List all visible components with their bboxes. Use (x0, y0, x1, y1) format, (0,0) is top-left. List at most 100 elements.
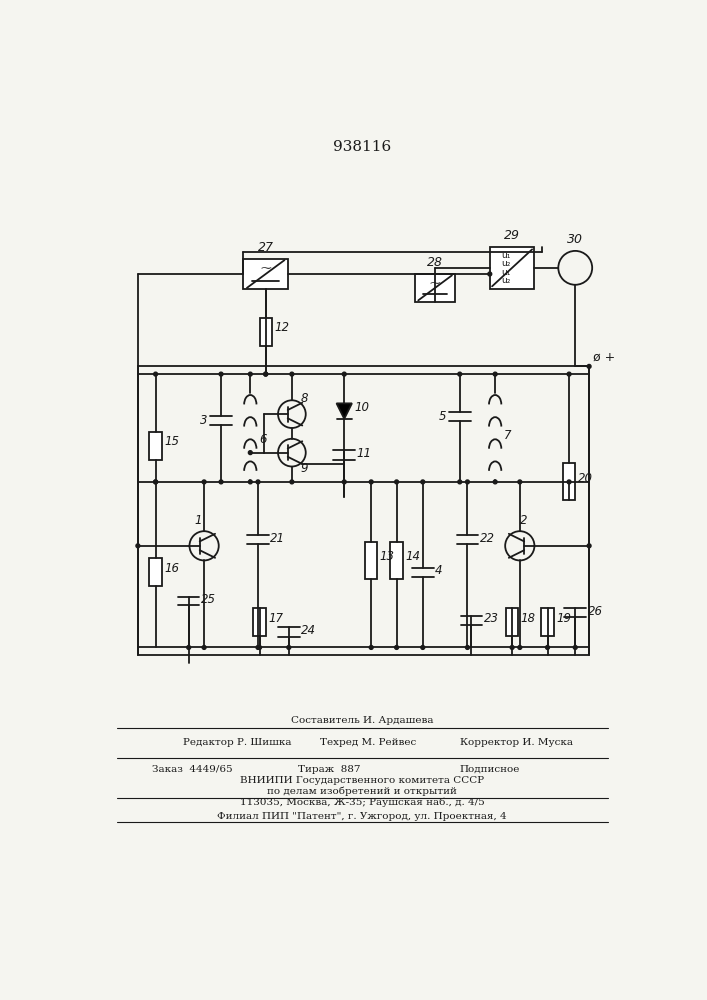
Circle shape (567, 480, 571, 484)
Circle shape (256, 480, 260, 484)
Bar (506, 608, 518, 636)
Text: 6: 6 (259, 433, 267, 446)
Circle shape (153, 480, 158, 484)
Text: Корректор И. Муска: Корректор И. Муска (460, 738, 573, 747)
Circle shape (588, 364, 591, 368)
Circle shape (136, 544, 140, 548)
Text: 9: 9 (300, 462, 308, 475)
Circle shape (248, 451, 252, 455)
Text: ~: ~ (259, 262, 272, 276)
Bar (563, 463, 575, 500)
Circle shape (369, 646, 373, 649)
Circle shape (248, 372, 252, 376)
Circle shape (421, 646, 425, 649)
Text: 8: 8 (300, 392, 308, 405)
Circle shape (518, 480, 522, 484)
Bar (243, 259, 288, 289)
Circle shape (290, 372, 294, 376)
Text: Филиал ПИП "Патент", г. Ужгород, ул. Проектная, 4: Филиал ПИП "Патент", г. Ужгород, ул. Про… (217, 812, 507, 821)
Text: u₂: u₂ (501, 276, 510, 285)
Circle shape (219, 372, 223, 376)
Bar (490, 247, 534, 289)
Circle shape (395, 646, 399, 649)
Polygon shape (337, 403, 352, 419)
Text: 2: 2 (520, 514, 527, 527)
Text: 938116: 938116 (333, 140, 391, 154)
Circle shape (202, 480, 206, 484)
Circle shape (202, 646, 206, 649)
Circle shape (264, 372, 268, 376)
Text: 22: 22 (480, 532, 495, 545)
Circle shape (287, 646, 291, 649)
Text: u₁: u₁ (501, 251, 510, 260)
Text: 12: 12 (274, 321, 289, 334)
Text: 5: 5 (438, 410, 446, 423)
Circle shape (395, 480, 399, 484)
Text: 17: 17 (268, 612, 283, 625)
Circle shape (493, 372, 497, 376)
Text: 14: 14 (405, 550, 420, 563)
Text: ВНИИПИ Государственного комитета СССР: ВНИИПИ Государственного комитета СССР (240, 776, 484, 785)
Text: 16: 16 (164, 562, 179, 575)
Bar (253, 608, 266, 636)
Text: 10: 10 (354, 401, 369, 414)
Circle shape (573, 646, 577, 649)
Text: 26: 26 (588, 605, 602, 618)
Circle shape (264, 372, 268, 376)
Circle shape (256, 646, 260, 649)
Circle shape (187, 646, 191, 649)
Text: u₂: u₂ (501, 259, 510, 268)
Text: u₁: u₁ (501, 268, 510, 277)
Text: 21: 21 (270, 532, 286, 545)
Circle shape (493, 480, 497, 484)
Text: Подписное: Подписное (460, 765, 520, 774)
Circle shape (546, 646, 549, 649)
Circle shape (153, 372, 158, 376)
Bar (149, 432, 162, 460)
Circle shape (465, 646, 469, 649)
Text: 24: 24 (301, 624, 316, 637)
Text: 25: 25 (201, 593, 216, 606)
Text: 3: 3 (199, 414, 207, 427)
Text: 23: 23 (484, 612, 498, 625)
Circle shape (567, 372, 571, 376)
Text: 1: 1 (194, 514, 201, 527)
Text: ~: ~ (428, 277, 441, 291)
Circle shape (248, 480, 252, 484)
Circle shape (518, 646, 522, 649)
Circle shape (510, 646, 514, 649)
Text: 19: 19 (556, 612, 571, 625)
Text: 13: 13 (380, 550, 395, 563)
Text: Редактор Р. Шишка: Редактор Р. Шишка (182, 738, 291, 747)
Text: 113035, Москва, Ж-35; Раушская наб., д. 4/5: 113035, Москва, Ж-35; Раушская наб., д. … (240, 797, 484, 807)
Circle shape (465, 480, 469, 484)
Text: Составитель И. Ардашева: Составитель И. Ардашева (291, 716, 433, 725)
Text: Заказ  4449/65: Заказ 4449/65 (152, 765, 233, 774)
Bar (390, 542, 403, 579)
Text: Тираж  887: Тираж 887 (298, 765, 361, 774)
Circle shape (458, 372, 462, 376)
Bar (542, 608, 554, 636)
Text: 15: 15 (164, 435, 179, 448)
Text: 20: 20 (578, 472, 592, 485)
Circle shape (257, 646, 262, 649)
Text: 7: 7 (503, 429, 511, 442)
Text: 29: 29 (504, 229, 520, 242)
Circle shape (421, 480, 425, 484)
Bar (138, 366, 589, 655)
Text: Техред М. Рейвес: Техред М. Рейвес (320, 738, 416, 747)
Bar (149, 558, 162, 586)
Circle shape (219, 480, 223, 484)
Text: ø +: ø + (593, 350, 615, 363)
Text: 18: 18 (520, 612, 536, 625)
Bar (415, 274, 455, 302)
Text: 28: 28 (427, 256, 443, 269)
Circle shape (290, 480, 294, 484)
Circle shape (458, 480, 462, 484)
Circle shape (342, 372, 346, 376)
Circle shape (369, 480, 373, 484)
Text: 11: 11 (356, 447, 372, 460)
Text: 4: 4 (435, 564, 443, 577)
Text: 27: 27 (258, 241, 274, 254)
Circle shape (488, 272, 491, 276)
